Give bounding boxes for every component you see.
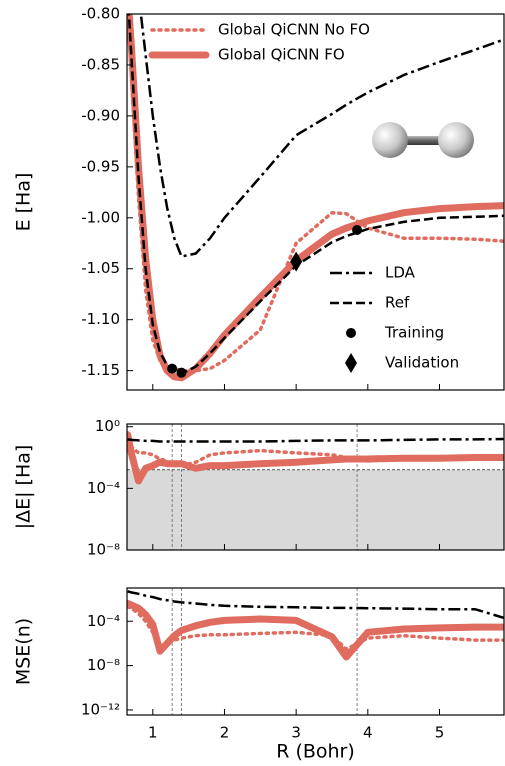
series-line — [127, 600, 504, 661]
y-tick-label: -1.05 — [81, 259, 120, 277]
x-tick-label: 5 — [435, 724, 445, 742]
y-tick-label: 10⁻¹² — [81, 700, 120, 718]
legend-swatch — [345, 353, 357, 373]
legend-label: LDA — [385, 264, 416, 282]
x-axis-label: R (Bohr) — [276, 741, 355, 763]
plot-area — [127, 14, 504, 382]
y-axis-label: MSE(n) — [13, 618, 35, 685]
y-tick-label: -1.15 — [81, 361, 120, 379]
legend-swatch — [346, 328, 356, 338]
validation-point — [290, 251, 303, 272]
y-tick-label: 10⁻⁸ — [87, 541, 120, 559]
molecule-icon — [372, 122, 474, 158]
y-tick-label: -0.90 — [81, 106, 120, 124]
training-point — [176, 367, 187, 378]
training-point — [352, 225, 363, 236]
y-tick-label: 10⁻⁴ — [87, 612, 120, 630]
x-tick-label: 3 — [291, 724, 301, 742]
y-tick-label: -1.00 — [81, 208, 120, 226]
legend-label: Global QiCNN No FO — [218, 21, 370, 39]
axes-frame — [126, 587, 505, 716]
legend-label: Global QiCNN FO — [218, 46, 345, 64]
y-tick-label: -0.85 — [81, 55, 120, 73]
y-tick-label: 10⁻⁴ — [87, 479, 120, 497]
y-tick-label: -0.80 — [81, 5, 120, 23]
x-tick-label: 4 — [363, 724, 373, 742]
accuracy-region — [127, 469, 504, 550]
y-tick-label: -1.10 — [81, 310, 120, 328]
training-point — [167, 363, 178, 374]
x-tick-label: 2 — [220, 724, 230, 742]
y-tick-label: -0.95 — [81, 157, 120, 175]
axes-frame — [126, 13, 505, 391]
y-tick-label: 10⁻⁸ — [87, 656, 120, 674]
x-tick-label: 1 — [148, 724, 158, 742]
y-tick-label: 10⁰ — [95, 417, 120, 435]
axes-frame — [126, 423, 505, 551]
series-line — [127, 590, 504, 620]
y-axis-label: E [Ha] — [13, 173, 35, 232]
series-line — [127, 14, 504, 375]
legend-label: Training — [384, 324, 444, 342]
series-line — [127, 437, 504, 443]
y-axis-label: |ΔE| [Ha] — [13, 445, 35, 530]
plot-area — [127, 588, 504, 715]
series-line — [139, 14, 504, 258]
series-line — [127, 431, 504, 485]
series-line — [127, 605, 504, 651]
legend-label: Ref — [385, 294, 410, 312]
legend-label: Validation — [385, 354, 459, 372]
plot-area — [127, 424, 504, 550]
